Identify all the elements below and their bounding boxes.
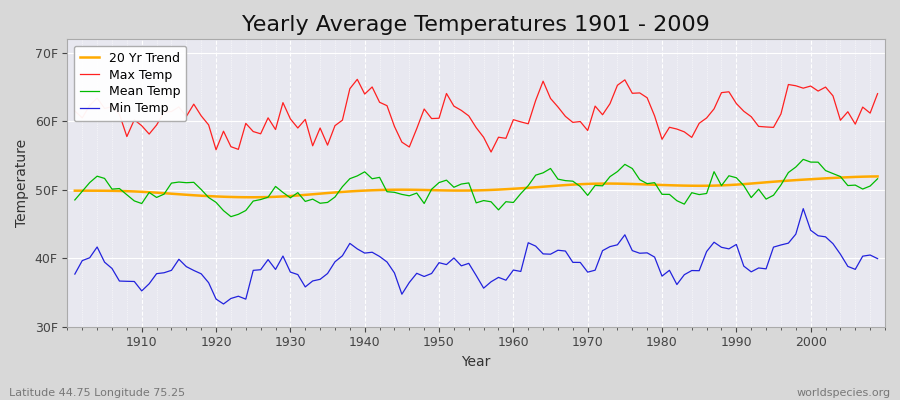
- Mean Temp: [508, 200, 518, 205]
- Max Temp: [69, 108, 80, 113]
- Max Temp: [292, 126, 303, 130]
- 20 Yr Trend: [345, 189, 356, 194]
- Max Temp: [486, 150, 497, 154]
- Min Temp: [300, 284, 310, 289]
- Max Temp: [337, 118, 347, 122]
- Max Temp: [352, 77, 363, 82]
- 20 Yr Trend: [248, 195, 258, 200]
- Line: Min Temp: Min Temp: [75, 209, 878, 304]
- Max Temp: [612, 83, 623, 88]
- Min Temp: [345, 241, 356, 246]
- Max Temp: [129, 118, 140, 122]
- Min Temp: [872, 256, 883, 261]
- 20 Yr Trend: [300, 192, 310, 197]
- Line: Mean Temp: Mean Temp: [75, 159, 878, 217]
- Mean Temp: [797, 157, 808, 162]
- 20 Yr Trend: [872, 174, 883, 179]
- 20 Yr Trend: [516, 186, 526, 191]
- Min Temp: [129, 279, 140, 284]
- Max Temp: [872, 91, 883, 96]
- 20 Yr Trend: [508, 186, 518, 191]
- Mean Temp: [300, 199, 310, 204]
- Mean Temp: [69, 198, 80, 202]
- Line: 20 Yr Trend: 20 Yr Trend: [75, 176, 878, 197]
- Mean Temp: [226, 214, 237, 219]
- 20 Yr Trend: [129, 189, 140, 194]
- Max Temp: [516, 120, 526, 124]
- X-axis label: Year: Year: [462, 355, 490, 369]
- Max Temp: [523, 121, 534, 126]
- Title: Yearly Average Temperatures 1901 - 2009: Yearly Average Temperatures 1901 - 2009: [242, 15, 710, 35]
- Mean Temp: [872, 176, 883, 181]
- Min Temp: [218, 302, 229, 306]
- Text: Latitude 44.75 Longitude 75.25: Latitude 44.75 Longitude 75.25: [9, 388, 185, 398]
- Min Temp: [69, 272, 80, 276]
- Text: worldspecies.org: worldspecies.org: [796, 388, 891, 398]
- Mean Temp: [605, 174, 616, 179]
- Line: Max Temp: Max Temp: [75, 79, 878, 152]
- Min Temp: [797, 206, 808, 211]
- Legend: 20 Yr Trend, Max Temp, Mean Temp, Min Temp: 20 Yr Trend, Max Temp, Mean Temp, Min Te…: [74, 46, 186, 121]
- Mean Temp: [516, 191, 526, 196]
- 20 Yr Trend: [605, 181, 616, 186]
- Min Temp: [605, 244, 616, 249]
- Min Temp: [508, 268, 518, 272]
- Y-axis label: Temperature: Temperature: [15, 139, 29, 227]
- 20 Yr Trend: [69, 188, 80, 193]
- Mean Temp: [345, 176, 356, 181]
- Min Temp: [516, 269, 526, 274]
- Mean Temp: [129, 198, 140, 203]
